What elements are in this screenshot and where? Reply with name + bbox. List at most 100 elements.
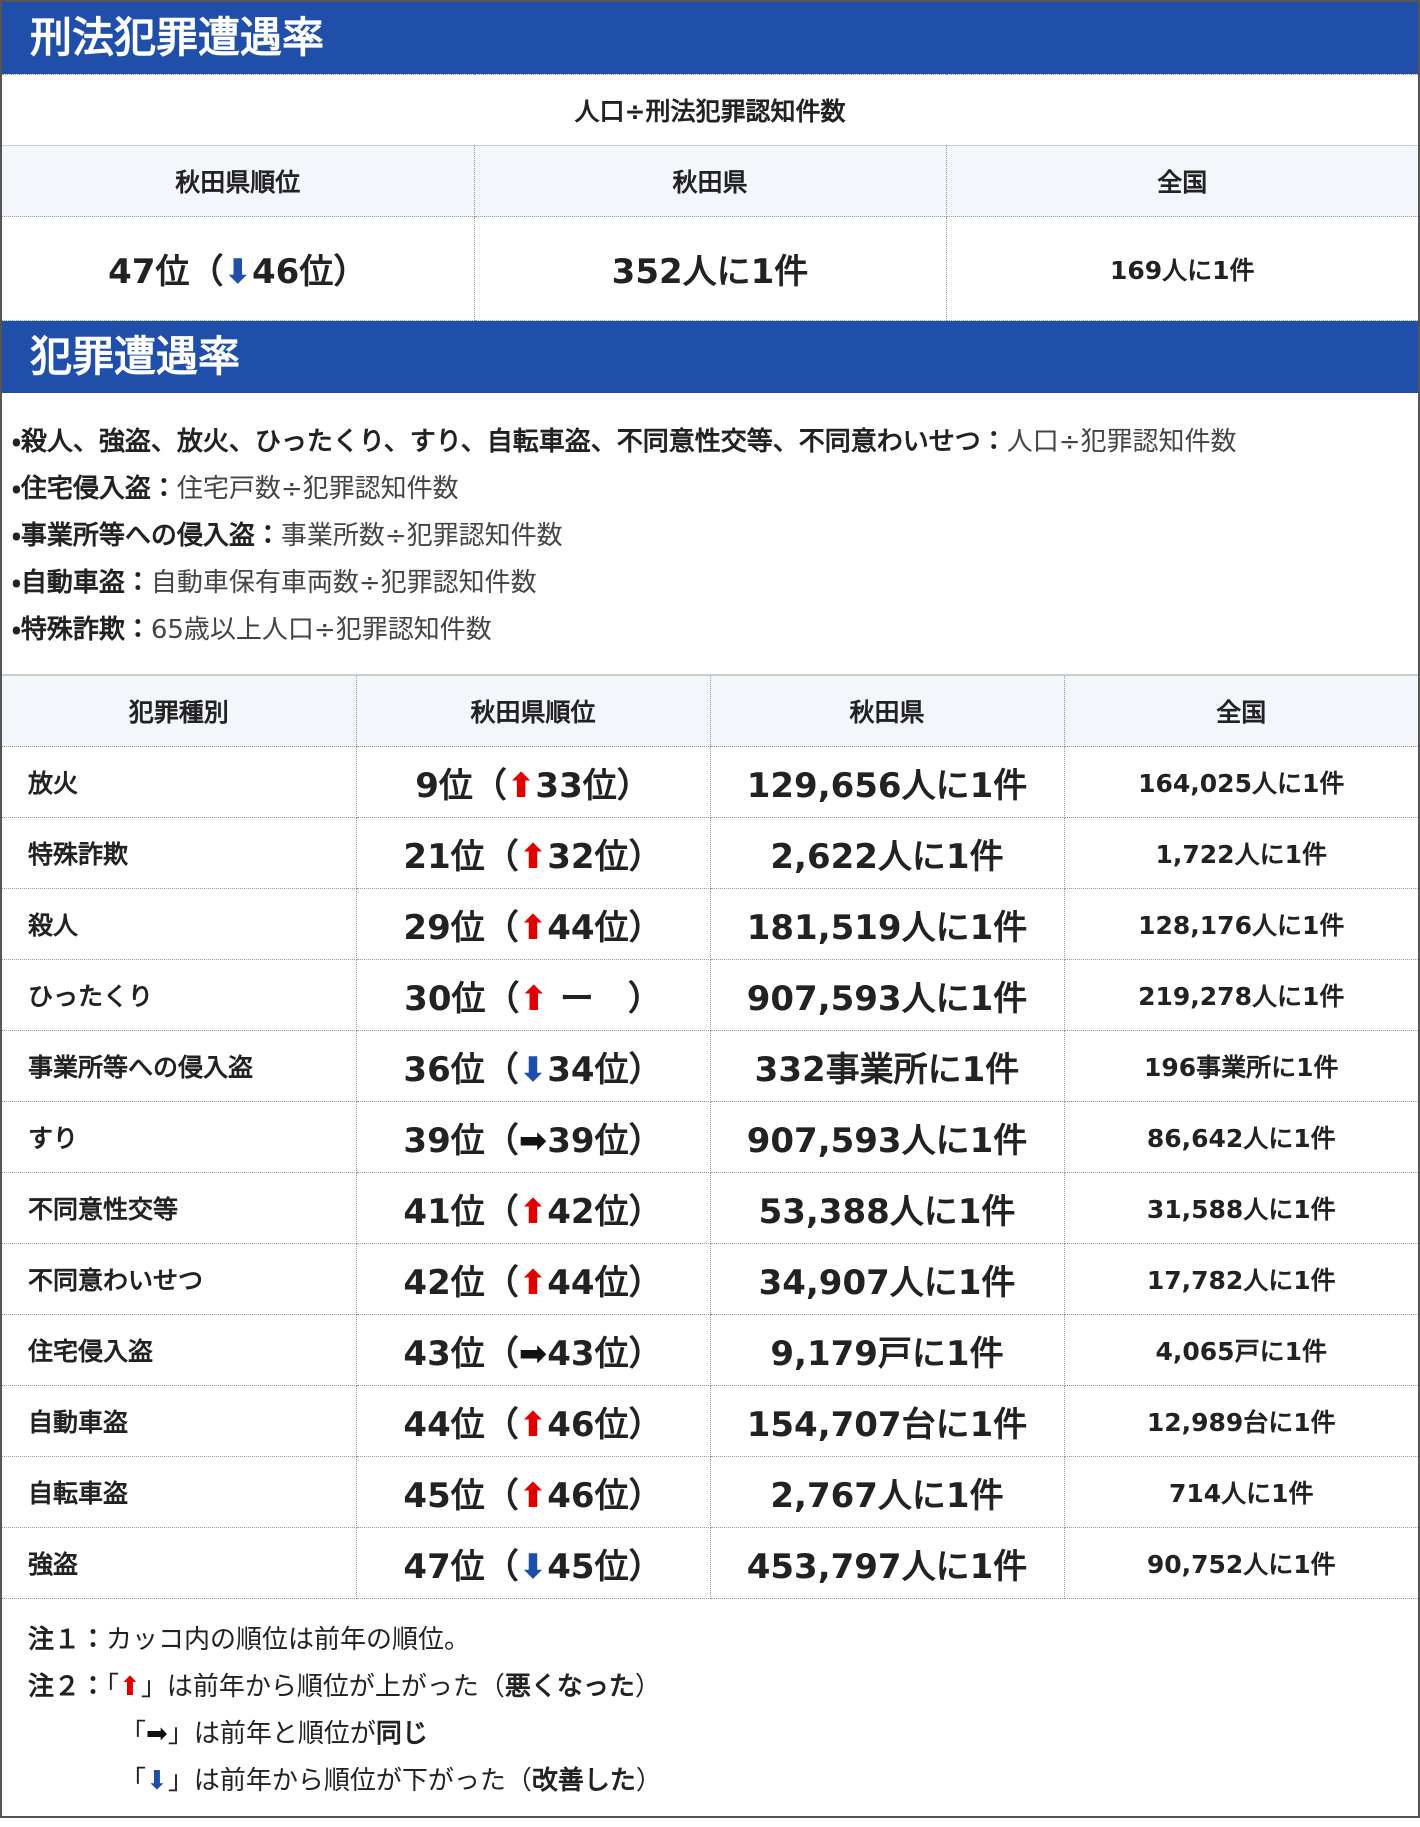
rank: 29位（: [403, 907, 519, 948]
crime-table: 犯罪種別 秋田県順位 秋田県 全国 放火 9位（⬆33位） 129,656人に1件 164,0…: [2, 675, 1418, 1599]
rank: 43位（: [403, 1333, 519, 1374]
national-value: 714人に1件: [1063, 1456, 1418, 1528]
national-value: 128,176人に1件: [1063, 888, 1418, 960]
definition: ・自動車盗：自動車保有車両数÷犯罪認知件数: [12, 562, 1408, 609]
text-segment: ⬇: [146, 1766, 168, 1796]
text-segment: ・事業所等への侵入盗：: [12, 521, 281, 551]
previous-rank: 43位）: [547, 1333, 663, 1374]
previous-rank: 44位）: [547, 1262, 663, 1303]
rank: 9位（: [415, 765, 507, 806]
rank: 45位（: [403, 1475, 519, 1516]
prefecture-value: 332事業所に1件: [709, 1030, 1065, 1102]
column-header: 秋田県順位: [355, 675, 711, 747]
text-segment: 」は前年から順位が上がった（: [140, 1672, 505, 1702]
table-row: 特殊詐欺 21位（⬆32位） 2,622人に1件 1,722人に1件: [2, 817, 1418, 889]
previous-rank: 46位）: [547, 1475, 663, 1516]
text-segment: ）: [635, 1766, 662, 1796]
text-segment: 注１：: [28, 1625, 107, 1655]
prefecture-value: 129,656人に1件: [709, 746, 1065, 818]
rank: 47位（: [108, 252, 224, 292]
text-segment: ⬆: [119, 1672, 141, 1702]
previous-rank: 46位）: [547, 1404, 663, 1445]
definition: ・住宅侵入盗：住宅戸数÷犯罪認知件数: [12, 468, 1408, 515]
text-segment: 」は前年と順位が: [167, 1719, 376, 1749]
prefecture-value: 181,519人に1件: [709, 888, 1065, 960]
table-row: 自転車盗 45位（⬆46位） 2,767人に1件 714人に1件: [2, 1456, 1418, 1528]
prefecture-value: 352人に1件: [473, 216, 947, 321]
prefecture-value: 34,907人に1件: [709, 1243, 1065, 1315]
note: 「➡」は前年と順位が同じ: [28, 1713, 1392, 1760]
rank: 41位（: [403, 1191, 519, 1232]
table-row: 自動車盗 44位（⬆46位） 154,707台に1件 12,989台に1件: [2, 1385, 1418, 1457]
rank-cell: 39位（➡39位）: [355, 1101, 711, 1173]
previous-rank: 46位）: [252, 252, 368, 292]
table-row: 不同意性交等 41位（⬆42位） 53,388人に1件 31,588人に1件: [2, 1172, 1418, 1244]
national-value: 196事業所に1件: [1063, 1030, 1418, 1102]
note: 注１：カッコ内の順位は前年の順位。: [28, 1619, 1392, 1666]
table-row: すり 39位（➡39位） 907,593人に1件 86,642人に1件: [2, 1101, 1418, 1173]
text-segment: ・住宅侵入盗：: [12, 474, 177, 504]
definition: ・事業所等への侵入盗：事業所数÷犯罪認知件数: [12, 515, 1408, 562]
definitions: ・殺人、強盗、放火、ひったくり、すり、自転車盗、不同意性交等、不同意わいせつ：人…: [2, 393, 1418, 675]
arrow: ⬆: [518, 1191, 548, 1232]
text-segment: 人口÷犯罪認知件数: [1006, 427, 1237, 457]
text-segment: ➡: [146, 1719, 168, 1749]
arrow: ➡: [518, 1120, 548, 1161]
table-row: ひったくり 30位（⬆ ー ） 907,593人に1件 219,278人に1件: [2, 959, 1418, 1031]
table-row: 不同意わいせつ 42位（⬆44位） 34,907人に1件 17,782人に1件: [2, 1243, 1418, 1315]
national-value: 164,025人に1件: [1063, 746, 1418, 818]
text-segment: 注２：: [28, 1672, 107, 1702]
rank-cell: 30位（⬆ ー ）: [355, 959, 711, 1031]
crime-type: 強盗: [2, 1527, 357, 1599]
prefecture-value: 2,622人に1件: [709, 817, 1065, 889]
arrow: ⬆: [518, 836, 548, 877]
arrow: ⬇: [518, 1049, 548, 1090]
crime-type: 特殊詐欺: [2, 817, 357, 889]
prefecture-value: 9,179戸に1件: [709, 1314, 1065, 1386]
national-value: 219,278人に1件: [1063, 959, 1418, 1031]
rank-cell: 41位（⬆42位）: [355, 1172, 711, 1244]
previous-rank: 32位）: [547, 836, 663, 877]
column-header: 全国: [945, 145, 1418, 217]
text-segment: カッコ内の順位は前年の順位。: [106, 1625, 471, 1655]
arrow: ➡: [518, 1333, 548, 1374]
text-segment: 「: [120, 1766, 147, 1796]
prefecture-value: 154,707台に1件: [709, 1385, 1065, 1457]
national-value: 169人に1件: [945, 216, 1418, 321]
rank-cell: 47位（⬇46位）: [2, 216, 475, 321]
rank: 39位（: [403, 1120, 519, 1161]
rank: 42位（: [403, 1262, 519, 1303]
arrow: ⬆: [518, 1262, 548, 1303]
table-row: 放火 9位（⬆33位） 129,656人に1件 164,025人に1件: [2, 746, 1418, 818]
arrow: ⬆: [518, 907, 548, 948]
definition: ・特殊詐欺：65歳以上人口÷犯罪認知件数: [12, 609, 1408, 656]
section-title: 刑法犯罪遭遇率: [2, 2, 1418, 74]
text-segment: ・殺人、強盗、放火、ひったくり、すり、自転車盗、不同意性交等、不同意わいせつ：: [12, 427, 1007, 457]
crime-type: 住宅侵入盗: [2, 1314, 357, 1386]
prefecture-value: 2,767人に1件: [709, 1456, 1065, 1528]
national-value: 12,989台に1件: [1063, 1385, 1418, 1457]
table-row: 殺人 29位（⬆44位） 181,519人に1件 128,176人に1件: [2, 888, 1418, 960]
column-header: 秋田県: [473, 145, 947, 217]
table-row: 強盗 47位（⬇45位） 453,797人に1件 90,752人に1件: [2, 1527, 1418, 1599]
crime-type: 自転車盗: [2, 1456, 357, 1528]
rank: 47位（: [403, 1546, 519, 1587]
arrow: ⬇: [518, 1546, 548, 1587]
previous-rank: 42位）: [547, 1191, 663, 1232]
rank-cell: 44位（⬆46位）: [355, 1385, 711, 1457]
column-header: 秋田県: [709, 675, 1065, 747]
crime-type: 殺人: [2, 888, 357, 960]
prefecture-value: 907,593人に1件: [709, 1101, 1065, 1173]
notes: 注１：カッコ内の順位は前年の順位。 注２：「⬆」は前年から順位が上がった（悪くなっ…: [2, 1599, 1418, 1827]
text-segment: 「: [120, 1719, 147, 1749]
table-row: 事業所等への侵入盗 36位（⬇34位） 332事業所に1件 196事業所に1件: [2, 1030, 1418, 1102]
text-segment: 事業所数÷犯罪認知件数: [280, 521, 563, 551]
note: 「⬇」は前年から順位が下がった（改善した）: [28, 1760, 1392, 1807]
text-segment: 同じ: [375, 1719, 428, 1749]
rank-cell: 43位（➡43位）: [355, 1314, 711, 1386]
text-segment: 改善した: [531, 1766, 636, 1796]
crime-type: ひったくり: [2, 959, 357, 1031]
prefecture-value: 53,388人に1件: [709, 1172, 1065, 1244]
